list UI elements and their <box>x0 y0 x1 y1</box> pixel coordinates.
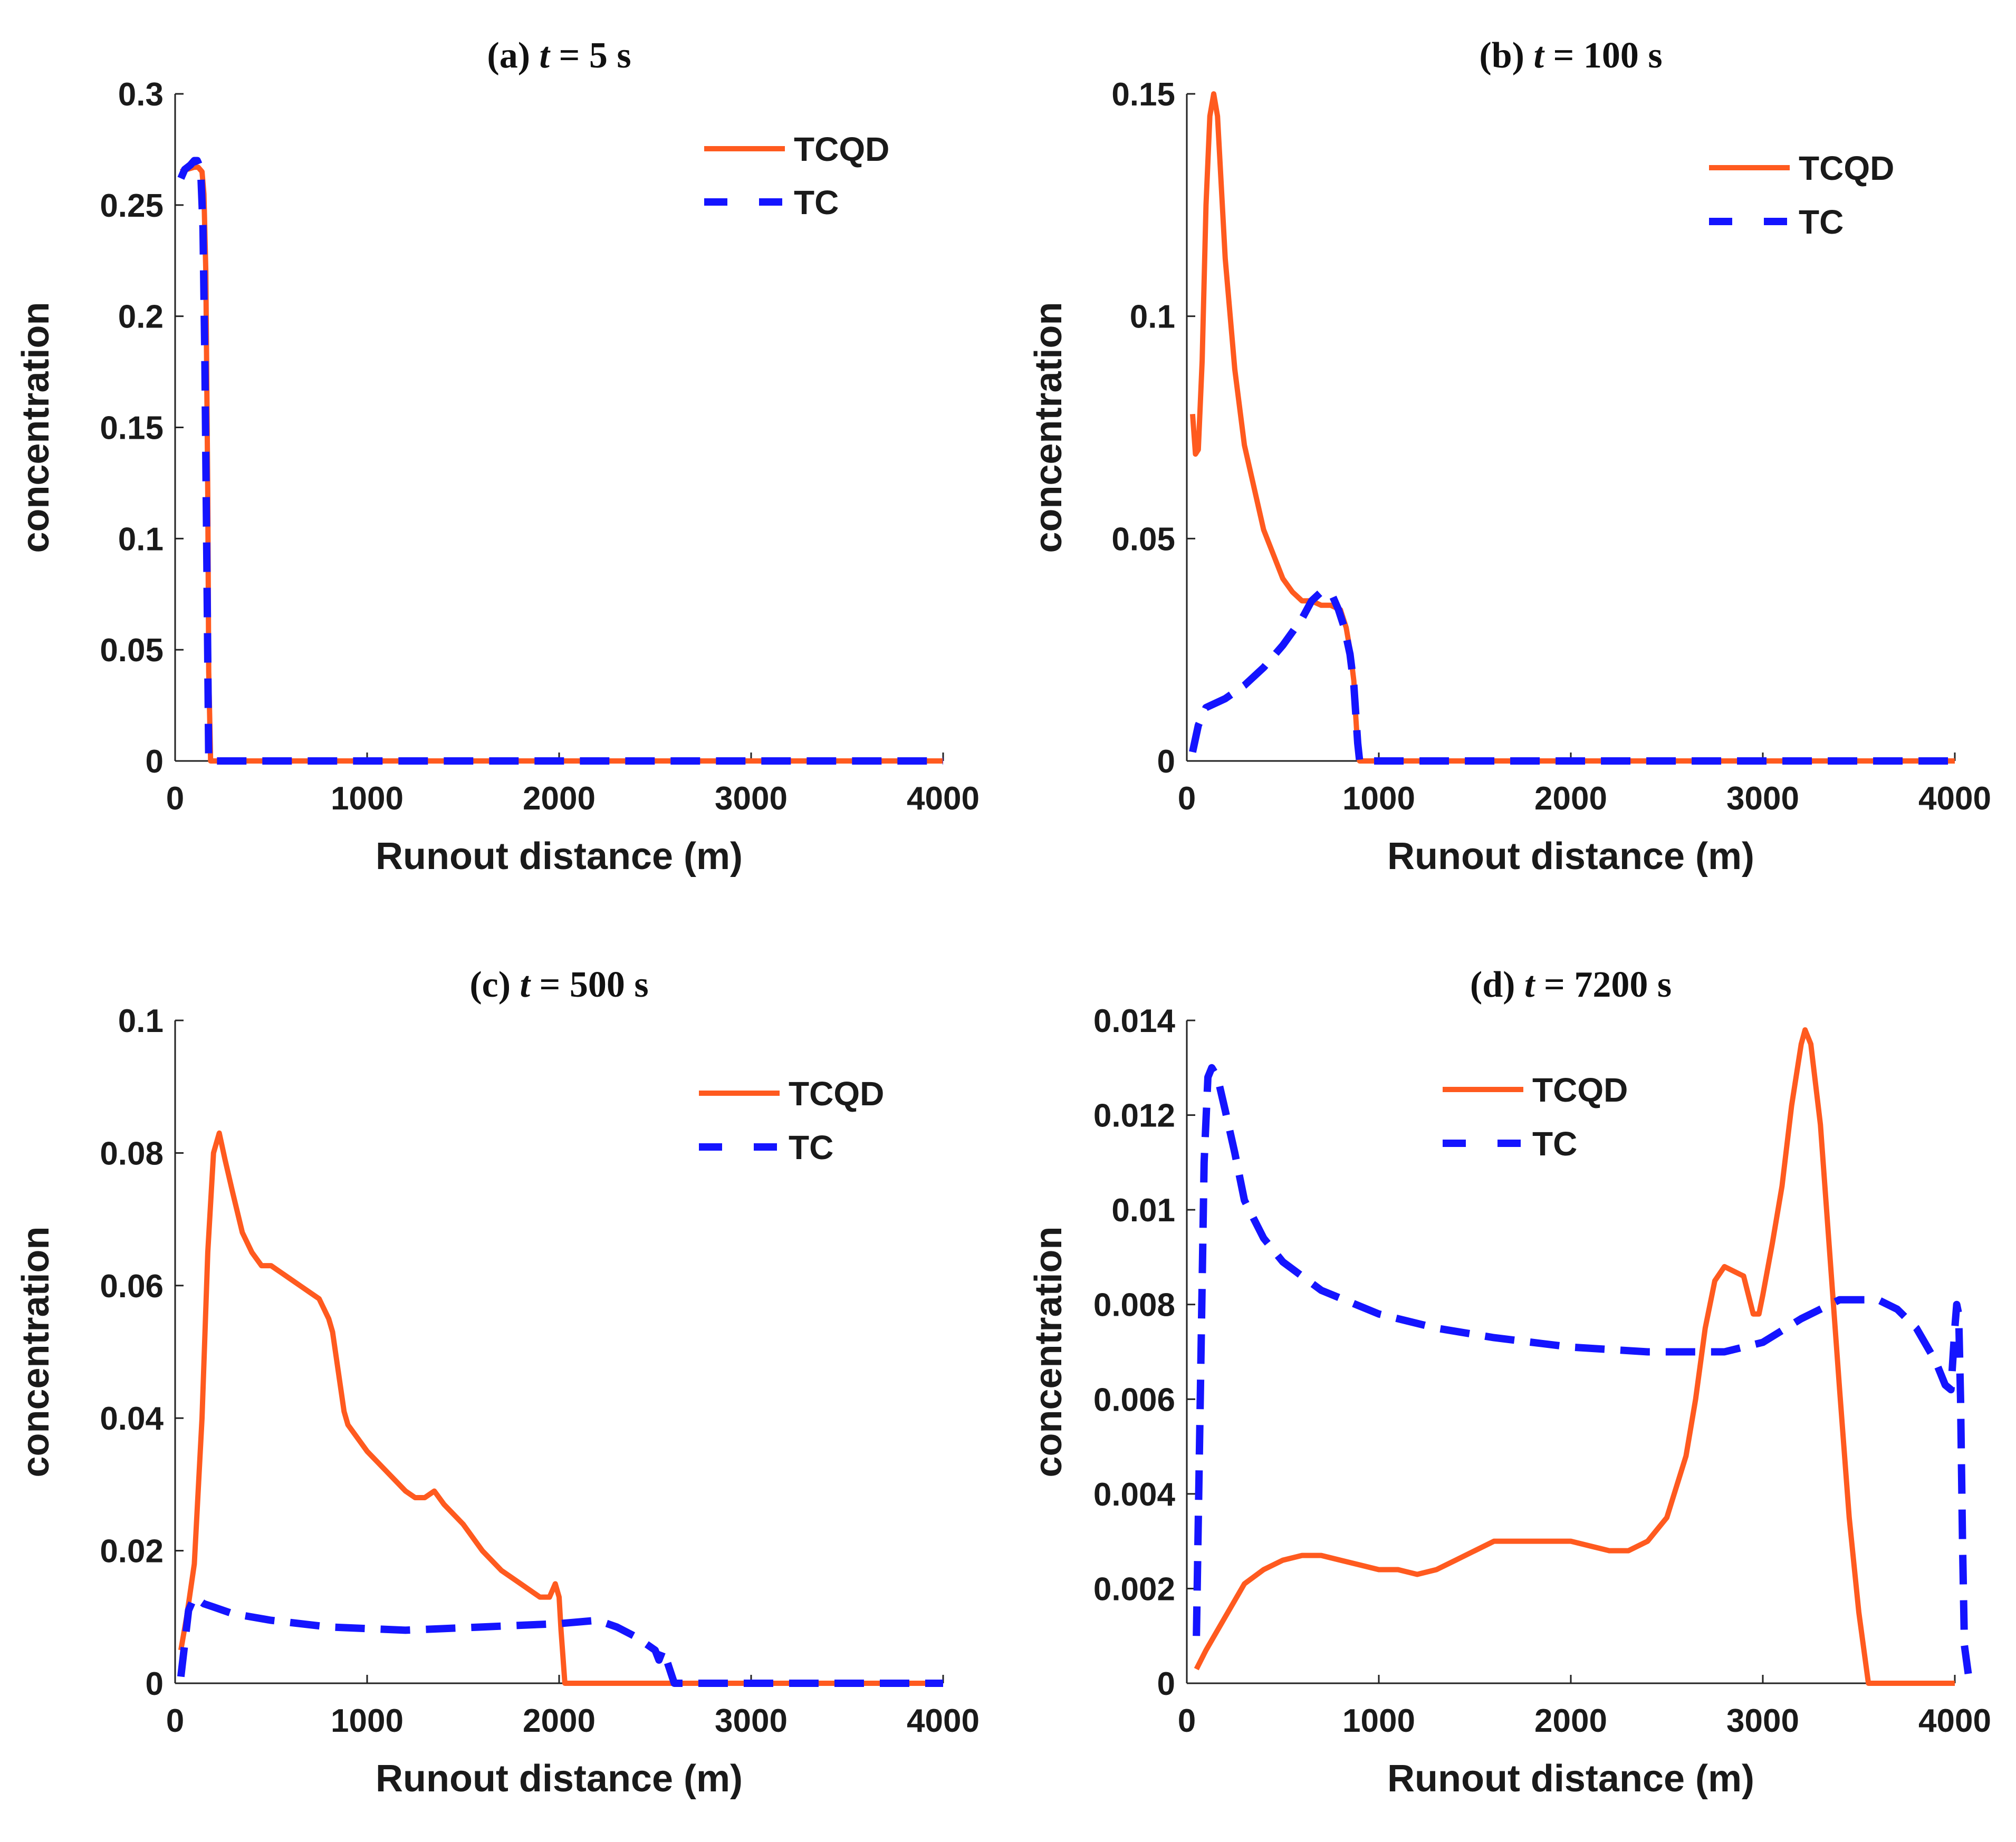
legend-label-tc: TC <box>794 184 839 221</box>
time-value: = 5 s <box>550 35 631 76</box>
y-tick-label: 0.008 <box>1093 1287 1175 1324</box>
y-tick-label: 0 <box>146 1666 164 1702</box>
panel-title: (c) t = 500 s <box>469 965 648 1005</box>
panel-label: (c) <box>469 965 520 1005</box>
x-tick-label: 3000 <box>715 780 788 817</box>
panel-a: 0 0.05 0.1 0.15 0.2 0.25 0.3 0 1000 2000 3000 4000 R… <box>15 35 980 877</box>
y-tick-label: 0.15 <box>100 410 164 447</box>
panel-c: 0 0.02 0.04 0.06 0.08 0.1 0 1000 2000 3000 4000 Run… <box>15 965 980 1800</box>
panel-b: 0 0.05 0.1 0.15 0 1000 2000 3000 4000 Runout dist… <box>1028 35 1991 877</box>
x-tick-label: 1000 <box>1342 1703 1415 1739</box>
series-line-tcqd <box>178 1130 943 1686</box>
legend-label-tcqd: TCQD <box>789 1075 884 1113</box>
x-tick-label: 0 <box>1178 780 1196 817</box>
y-tick-label: 0.2 <box>118 299 164 335</box>
legend-label-tcqd: TCQD <box>1799 149 1894 187</box>
time-variable: t <box>540 35 551 76</box>
y-axis-label: concentration <box>15 302 57 553</box>
y-tick-label: 0.1 <box>118 1003 164 1039</box>
x-tick-label: 4000 <box>907 1703 980 1739</box>
y-axis-label: concentration <box>1028 1226 1070 1477</box>
y-tick-label: 0.1 <box>1130 299 1175 335</box>
legend-label-tc: TC <box>789 1129 833 1166</box>
x-tick-label: 3000 <box>1726 1703 1799 1739</box>
x-tick-label: 3000 <box>715 1703 788 1739</box>
y-tick-label: 0.01 <box>1111 1192 1175 1229</box>
panel-d: 0 0.002 0.004 0.006 0.008 0.01 0.012 0.014 0 1000… <box>1028 965 1991 1800</box>
x-axis-label: Runout distance (m) <box>376 1758 743 1800</box>
x-tick-label: 4000 <box>907 780 980 817</box>
y-tick-label: 0.15 <box>1111 76 1175 113</box>
y-tick-label: 0.06 <box>100 1268 164 1305</box>
y-tick-label: 0.3 <box>118 76 164 113</box>
legend-label-tcqd: TCQD <box>1532 1071 1628 1109</box>
x-tick-label: 0 <box>166 780 184 817</box>
panel-title: (d) t = 7200 s <box>1470 965 1672 1005</box>
legend-label-tc: TC <box>1799 203 1844 241</box>
y-tick-label: 0.002 <box>1093 1571 1175 1607</box>
x-tick-label: 4000 <box>1918 780 1991 817</box>
y-tick-label: 0 <box>1157 744 1175 780</box>
panel-title: (a) t = 5 s <box>487 35 631 76</box>
time-value: = 100 s <box>1544 35 1663 76</box>
legend: TCQD TC <box>699 1075 884 1166</box>
y-tick-label: 0.1 <box>118 521 164 557</box>
x-tick-label: 3000 <box>1726 780 1799 817</box>
y-tick-label: 0.05 <box>1111 521 1175 557</box>
x-tick-label: 1000 <box>331 780 404 817</box>
panel-label: (a) <box>487 35 539 76</box>
series-line-tc <box>1189 588 1955 765</box>
legend: TCQD TC <box>1443 1071 1628 1163</box>
x-tick-label: 1000 <box>1342 780 1415 817</box>
x-axis-label: Runout distance (m) <box>376 835 743 877</box>
x-axis-label: Runout distance (m) <box>1387 1758 1754 1800</box>
y-tick-label: 0.012 <box>1093 1098 1175 1134</box>
series-line-tcqd <box>180 165 943 764</box>
series-line-tc <box>177 1593 943 1687</box>
panel-label: (b) <box>1479 35 1533 76</box>
legend-label-tcqd: TCQD <box>794 130 889 168</box>
y-tick-label: 0.004 <box>1093 1477 1176 1513</box>
time-value: = 7200 s <box>1534 965 1672 1005</box>
series-line-tcqd <box>1194 1027 1955 1686</box>
series-line-tc <box>1193 1064 1972 1674</box>
y-tick-label: 0.04 <box>100 1401 164 1437</box>
y-tick-label: 0 <box>146 744 164 780</box>
time-variable: t <box>1533 35 1545 76</box>
y-axis-label: concentration <box>1028 302 1070 553</box>
x-tick-label: 0 <box>1178 1703 1196 1739</box>
y-tick-label: 0.25 <box>100 188 164 224</box>
legend: TCQD TC <box>1709 149 1894 241</box>
time-value: = 500 s <box>530 965 649 1005</box>
y-tick-label: 0.05 <box>100 632 164 669</box>
y-tick-label: 0.014 <box>1093 1003 1176 1039</box>
series-line-tcqd <box>1189 91 1955 764</box>
y-tick-label: 0.006 <box>1093 1382 1175 1418</box>
legend-label-tc: TC <box>1532 1125 1577 1163</box>
time-variable: t <box>520 965 532 1005</box>
x-tick-label: 2000 <box>523 780 596 817</box>
legend: TCQD TC <box>704 130 889 221</box>
y-axis-label: concentration <box>15 1226 57 1477</box>
x-tick-label: 4000 <box>1918 1703 1991 1739</box>
y-tick-label: 0.02 <box>100 1534 164 1570</box>
x-tick-label: 2000 <box>1534 780 1607 817</box>
x-axis-label: Runout distance (m) <box>1387 835 1754 877</box>
y-tick-label: 0.08 <box>100 1135 164 1172</box>
x-tick-label: 0 <box>166 1703 184 1739</box>
panel-title: (b) t = 100 s <box>1479 35 1662 76</box>
x-tick-label: 1000 <box>331 1703 404 1739</box>
x-tick-label: 2000 <box>523 1703 596 1739</box>
x-tick-label: 2000 <box>1534 1703 1607 1739</box>
panel-label: (d) <box>1470 965 1524 1005</box>
time-variable: t <box>1524 965 1536 1005</box>
y-tick-label: 0 <box>1157 1666 1175 1702</box>
series-line-tc <box>177 157 943 765</box>
